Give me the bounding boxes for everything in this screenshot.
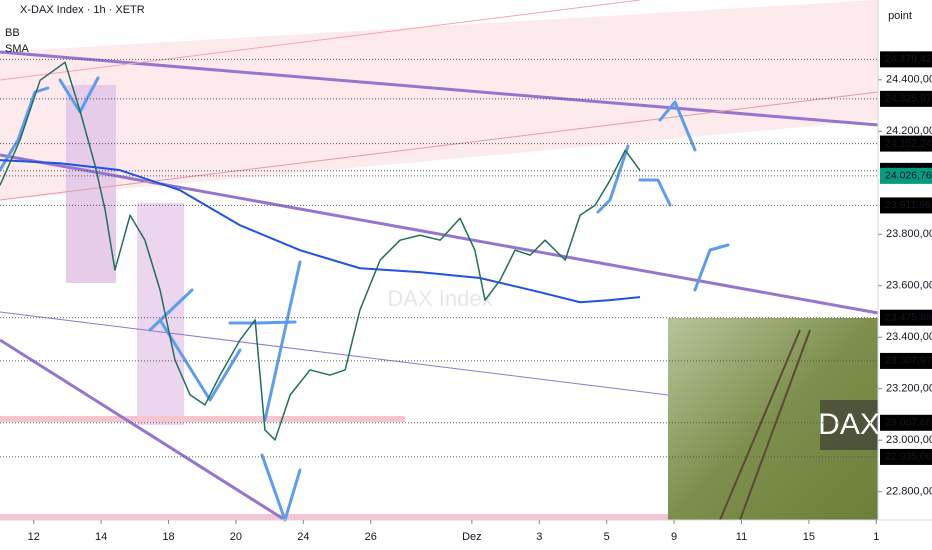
x-tick-label: 18 <box>162 531 174 543</box>
x-tick-label: 26 <box>365 531 377 543</box>
price-line <box>0 61 641 441</box>
y-tick-label: 23.600,00 <box>886 280 932 292</box>
level-label: 24.152,24 <box>885 137 932 149</box>
level-label: 23.911,98 <box>885 199 931 211</box>
decorations <box>0 0 932 522</box>
y-tick-label: 23.200,00 <box>886 383 932 395</box>
watermark: DAX Index <box>387 286 492 311</box>
level-tag <box>880 352 932 369</box>
y-tick-label: 24.200,00 <box>886 125 932 137</box>
axis-label: point <box>888 10 912 22</box>
x-tick-label: 5 <box>604 531 610 543</box>
x-tick-label: 3 <box>536 531 542 543</box>
y-tick-label: 24.400,00 <box>886 74 932 86</box>
x-tick-label: 11 <box>736 531 747 543</box>
chart-title: X-DAX Index · 1h · XETR <box>20 4 145 16</box>
x-tick-label: 12 <box>28 531 40 543</box>
level-label: 24.479,42 <box>885 53 932 65</box>
indicator-label: BB <box>5 27 20 39</box>
sma-line <box>0 159 641 304</box>
y-tick-label: 22.800,00 <box>886 486 932 498</box>
level-tag <box>880 197 932 214</box>
x-tick-label: 14 <box>95 531 107 543</box>
y-tick-label: 23.800,00 <box>886 228 932 240</box>
level-label: 23.067,66 <box>885 417 932 429</box>
level-tag <box>880 90 932 107</box>
level-tag <box>880 51 932 68</box>
level-tag <box>880 167 932 184</box>
x-tick-label: 20 <box>230 531 242 543</box>
level-label: 22.935,06 <box>885 451 932 463</box>
x-tick-label: 24 <box>297 531 309 543</box>
indicator-label: SMA <box>5 43 30 55</box>
y-tick-label: 23.000,00 <box>886 434 932 446</box>
level-label: 23.475,88 <box>885 311 932 323</box>
x-tick-label: 1 <box>873 531 879 543</box>
level-tag <box>880 414 932 431</box>
level-tag <box>880 309 932 326</box>
image-label: DAX <box>818 408 880 441</box>
x-tick-label: Dez <box>462 531 482 543</box>
level-label: 23.307,97 <box>885 355 932 367</box>
y-tick-label: 23.400,00 <box>886 331 932 343</box>
level-label: 24.026,76 <box>885 170 932 182</box>
level-tag <box>880 135 932 152</box>
level-tag <box>880 448 932 465</box>
x-tick-label: 15 <box>803 531 815 543</box>
x-tick-label: 9 <box>671 531 677 543</box>
level-label: 24.325,97 <box>885 93 932 105</box>
